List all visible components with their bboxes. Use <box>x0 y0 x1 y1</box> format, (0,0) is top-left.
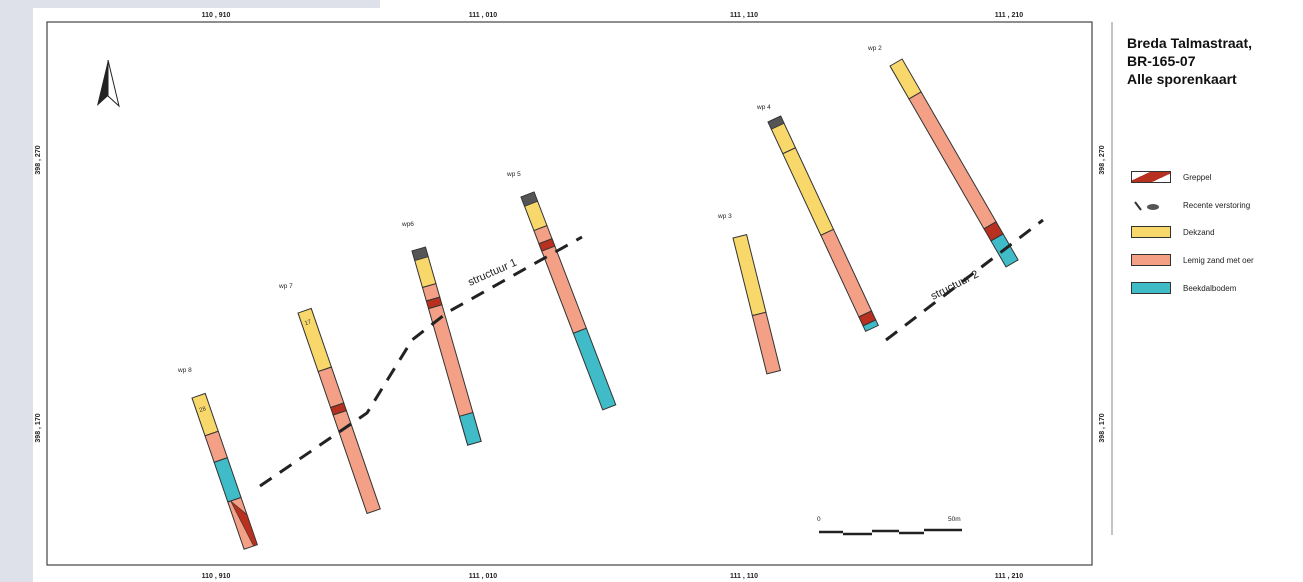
svg-text:17: 17 <box>304 319 313 327</box>
trench-wp8: 28 <box>191 392 258 550</box>
label-wp6: wp6 <box>401 221 414 228</box>
top-margin-strip <box>0 0 380 8</box>
coord-bottom-2: 111 , 010 <box>469 573 498 580</box>
coord-right-1: 398 , 270 <box>1099 145 1106 174</box>
coord-top-1: 110 , 910 <box>202 12 231 19</box>
scale-end-label: 50m <box>948 516 961 523</box>
structure-1-line <box>259 235 583 488</box>
coord-left-2: 398 , 170 <box>35 413 42 442</box>
structure-2-label: structuur 2 <box>929 268 981 302</box>
coord-top-4: 111 , 210 <box>995 12 1024 19</box>
label-wp7: wp 7 <box>278 283 293 290</box>
legend-item-lemig-zand: Lemig zand met oer <box>1131 245 1303 275</box>
scale-start-label: 0 <box>817 516 821 523</box>
coord-top-3: 111 , 110 <box>730 12 758 19</box>
svg-text:28: 28 <box>199 406 208 414</box>
legend-item-beekdalbodem: Beekdalbodem <box>1131 275 1303 301</box>
north-arrow-icon <box>97 59 120 108</box>
label-wp4: wp 4 <box>756 104 771 111</box>
coord-top-2: 111 , 010 <box>469 12 498 19</box>
label-wp8: wp 8 <box>177 367 192 374</box>
coord-bottom-4: 111 , 210 <box>995 573 1024 580</box>
coord-right-2: 398 , 170 <box>1099 413 1106 442</box>
recente-verstoring-swatch-icon <box>1131 199 1171 211</box>
structure-1-label: structuur 1 <box>466 257 518 289</box>
legend-label-dekzand: Dekzand <box>1183 227 1215 237</box>
title-line-2: BR-165-07 <box>1127 53 1196 69</box>
map-legend: Greppel Recente verstoring Dekzand Lemig… <box>1131 163 1303 301</box>
legend-item-dekzand: Dekzand <box>1131 219 1303 245</box>
legend-label-beekdalbodem: Beekdalbodem <box>1183 283 1237 293</box>
coord-bottom-1: 110 , 910 <box>202 573 231 580</box>
trench-wp6 <box>411 246 482 446</box>
title-line-1: Breda Talmastraat, <box>1127 35 1253 51</box>
structure-2-line <box>885 218 1044 342</box>
title-line-3: Alle sporenkaart <box>1127 71 1237 87</box>
trench-wp7: 17 <box>297 307 381 515</box>
coord-left-1: 398 , 270 <box>35 145 42 174</box>
dekzand-swatch-icon <box>1131 226 1171 238</box>
legend-item-recente-verstoring: Recente verstoring <box>1131 191 1303 219</box>
left-margin-strip <box>0 0 33 582</box>
trench-wp2 <box>889 58 1019 268</box>
trench-wp5 <box>520 191 617 411</box>
label-wp3: wp 3 <box>717 213 732 220</box>
trench-wp4 <box>767 115 879 333</box>
legend-label-recente-verstoring: Recente verstoring <box>1183 200 1251 210</box>
legend-item-greppel: Greppel <box>1131 163 1303 191</box>
trench-wp3 <box>732 234 782 375</box>
beekdalbodem-swatch-icon <box>1131 282 1171 294</box>
scale-bar <box>819 528 962 536</box>
label-wp5: wp 5 <box>506 171 521 178</box>
map-frame <box>46 21 1093 566</box>
lemig-zand-swatch-icon <box>1131 254 1171 266</box>
greppel-swatch-icon <box>1131 171 1171 183</box>
map-title: Breda Talmastraat, BR-165-07 Alle sporen… <box>1127 34 1303 88</box>
coord-bottom-3: 111 , 110 <box>730 573 758 580</box>
legend-label-lemig-zand: Lemig zand met oer <box>1183 255 1254 265</box>
label-wp2: wp 2 <box>867 45 882 52</box>
legend-label-greppel: Greppel <box>1183 172 1212 182</box>
